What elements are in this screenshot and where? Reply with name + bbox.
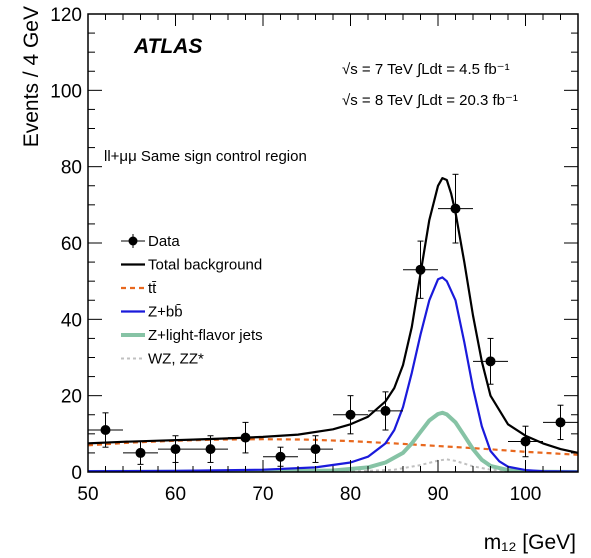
series-layer — [88, 177, 578, 472]
legend-item-z-light-flavor: Z+light-flavor jets — [121, 327, 263, 344]
legend-item-wz-zz: WZ, ZZ* — [121, 351, 204, 368]
y-tick-label: 100 — [50, 81, 82, 102]
legend-label: WZ, ZZ* — [148, 351, 204, 368]
data-point — [193, 435, 228, 463]
lumi-7tev: √s = 7 TeV ∫Ldt = 4.5 fb⁻¹ — [342, 61, 510, 78]
x-axis-title: m₁₂ [GeV] — [484, 531, 576, 554]
legend-label: Z+bb̄ — [148, 304, 183, 321]
data-point — [473, 337, 508, 385]
x-tick-label: 100 — [510, 484, 542, 505]
legend-item-z-bb: Z+bb̄ — [121, 304, 183, 321]
legend-label: Data — [148, 233, 180, 250]
data-point — [228, 421, 263, 454]
data-point — [543, 404, 578, 441]
data-point — [123, 440, 158, 465]
x-tick-label: 60 — [165, 484, 186, 505]
y-tick-label: 60 — [61, 234, 82, 255]
data-point — [298, 435, 333, 463]
legend-label: tt̄ — [148, 280, 157, 297]
y-tick-label: 20 — [61, 387, 82, 408]
x-tick-label: 50 — [77, 484, 98, 505]
data-layer — [88, 173, 578, 467]
data-point — [333, 395, 368, 435]
series-z-light-flavor — [88, 410, 578, 472]
lumi-8tev: √s = 8 TeV ∫Ldt = 20.3 fb⁻¹ — [342, 92, 518, 109]
legend-item-data: Data — [121, 233, 180, 250]
x-tick-label: 90 — [427, 484, 448, 505]
data-point — [263, 446, 298, 467]
y-axis-title: Events / 4 GeV — [20, 6, 43, 147]
legend: Data Total background tt̄ Z+bb̄ Z+light-flav… — [121, 233, 263, 368]
x-tick-label: 80 — [340, 484, 361, 505]
legend-label: Total background — [148, 257, 262, 274]
data-point — [368, 391, 403, 431]
region-label: ll+μμ Same sign control region — [104, 148, 307, 165]
data-point — [438, 173, 473, 244]
data-point — [88, 412, 123, 448]
atlas-label: ATLAS — [133, 35, 202, 58]
y-tick-label: 40 — [61, 310, 82, 331]
legend-label: Z+light-flavor jets — [148, 327, 263, 344]
x-tick-label: 70 — [252, 484, 273, 505]
legend-item-total-background: Total background — [121, 257, 262, 274]
y-tick-label: 80 — [61, 158, 82, 179]
y-tick-label: 0 — [71, 463, 82, 484]
data-point — [508, 425, 543, 458]
data-point — [403, 240, 438, 299]
ticks-layer: 50 60 70 80 90 100 0 20 40 60 80 100 120 — [50, 5, 579, 505]
y-tick-label: 120 — [50, 5, 82, 26]
legend-item-ttbar: tt̄ — [121, 280, 157, 297]
